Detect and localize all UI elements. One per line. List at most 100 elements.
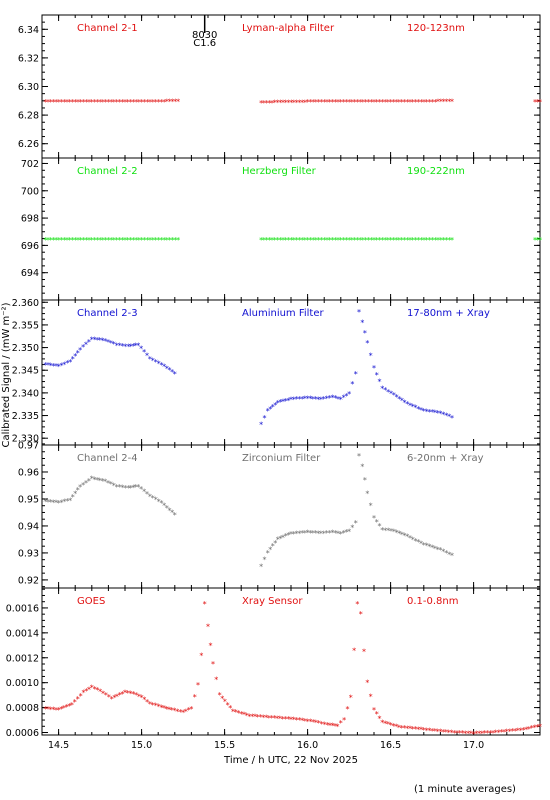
- data-point: *: [485, 729, 489, 738]
- data-point: *: [76, 98, 80, 107]
- data-point: *: [109, 98, 113, 107]
- data-point: *: [372, 98, 376, 107]
- data-point: *: [342, 98, 346, 107]
- data-point: *: [103, 477, 107, 486]
- data-point: *: [129, 98, 133, 107]
- data-point: *: [402, 724, 406, 733]
- data-point: *: [378, 98, 382, 107]
- panels: 6.26 6.28 6.30 6.32 6.34 Channel 2-1 Lyman-alp…: [6, 14, 542, 751]
- y-tick-label: 702: [21, 159, 39, 170]
- data-point: *: [438, 546, 442, 555]
- data-point: *: [268, 405, 272, 414]
- panel-frame: [41, 14, 541, 159]
- data-point: *: [278, 534, 282, 543]
- data-point: *: [142, 488, 146, 497]
- data-point: *: [444, 98, 448, 107]
- data-point: *: [98, 98, 102, 107]
- data-point: *: [328, 721, 332, 730]
- data-point: *: [103, 337, 107, 346]
- y-tick-label: 0.0016: [6, 603, 39, 614]
- data-point: *: [93, 98, 97, 107]
- data-point: *: [165, 705, 169, 714]
- data-point: *: [129, 689, 133, 698]
- data-point: *: [314, 98, 318, 107]
- y-tick-label: 2.345: [12, 366, 39, 377]
- data-point: *: [162, 98, 166, 107]
- data-point: *: [419, 726, 423, 735]
- panel-band-label: 17-80nm + Xray: [407, 308, 490, 319]
- data-point: *: [278, 715, 282, 724]
- data-point: *: [372, 514, 376, 523]
- data-point: *: [54, 98, 58, 107]
- data-point: *: [336, 530, 340, 539]
- data-point: *: [46, 361, 50, 370]
- data-point: *: [317, 98, 321, 107]
- data-point: *: [372, 236, 376, 245]
- data-point: *: [140, 236, 144, 245]
- data-point: *: [354, 519, 358, 528]
- data-point: *: [286, 396, 290, 405]
- data-point: *: [358, 236, 362, 245]
- panel-band-label: 190-222nm: [407, 166, 465, 177]
- data-point: *: [68, 496, 72, 505]
- data-point: *: [414, 537, 418, 546]
- footnote: (1 minute averages): [414, 784, 516, 795]
- panel-frame: [41, 444, 541, 589]
- data-point: *: [365, 490, 369, 499]
- data-point: *: [78, 346, 82, 355]
- data-point: *: [92, 336, 96, 345]
- data-point: *: [81, 343, 85, 352]
- data-point: *: [95, 336, 99, 345]
- y-tick-label: 6.28: [18, 111, 39, 122]
- data-point: *: [311, 236, 315, 245]
- x-tick-label: 16.0: [297, 740, 318, 751]
- x-tick-label: 14.5: [48, 740, 69, 751]
- data-point: *: [172, 707, 176, 716]
- data-point: *: [360, 463, 364, 472]
- data-point: *: [303, 98, 307, 107]
- data-point: *: [427, 727, 431, 736]
- data-point: *: [333, 529, 337, 538]
- data-point: *: [154, 236, 158, 245]
- data-point: *: [331, 236, 335, 245]
- data-point: *: [156, 236, 160, 245]
- data-point: *: [455, 729, 459, 738]
- data-point: *: [314, 236, 318, 245]
- data-point: *: [276, 535, 280, 544]
- data-point: *: [345, 705, 349, 714]
- data-point: *: [115, 692, 119, 701]
- data-point: *: [126, 98, 130, 107]
- data-point: *: [320, 720, 324, 729]
- data-point: *: [208, 641, 212, 650]
- data-point: *: [65, 236, 69, 245]
- data-point: *: [100, 477, 104, 486]
- data-point: *: [297, 98, 301, 107]
- data-point: *: [286, 715, 290, 724]
- data-point: *: [93, 685, 97, 694]
- data-point: *: [126, 343, 130, 352]
- data-point: *: [109, 480, 113, 489]
- data-point: *: [331, 529, 335, 538]
- data-point: *: [425, 407, 429, 416]
- data-point: *: [408, 236, 412, 245]
- data-point: *: [62, 360, 66, 369]
- data-point: *: [360, 319, 364, 328]
- data-point: *: [339, 719, 343, 728]
- data-point: *: [276, 399, 280, 408]
- data-point: *: [145, 490, 149, 499]
- data-point: *: [441, 410, 445, 419]
- data-point: *: [82, 236, 86, 245]
- data-point: *: [386, 388, 390, 397]
- data-point: *: [79, 236, 83, 245]
- data-point: *: [59, 705, 63, 714]
- data-point: *: [107, 693, 111, 702]
- data-point: *: [115, 341, 119, 350]
- data-point: *: [311, 98, 315, 107]
- data-point: *: [90, 475, 94, 484]
- data-point: *: [466, 729, 470, 738]
- panel-4: 0.92 0.93 0.94 0.95 0.96 0.97 Channel 2-4 Zirco…: [18, 441, 541, 589]
- data-point: *: [284, 532, 288, 541]
- data-point: *: [101, 236, 105, 245]
- data-point: *: [270, 236, 274, 245]
- data-point: *: [87, 236, 91, 245]
